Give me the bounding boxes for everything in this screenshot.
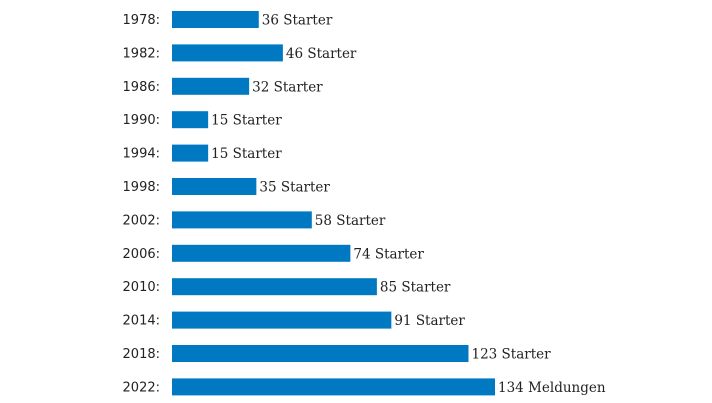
bar [172, 211, 312, 229]
bar [172, 378, 495, 396]
data-label: 36 Starter [262, 13, 333, 29]
bar [172, 345, 469, 362]
data-label: 15 Starter [211, 113, 282, 129]
data-label: 32 Starter [252, 79, 323, 95]
bar [172, 44, 283, 62]
bar [172, 11, 259, 28]
data-label: 134 Meldungen [498, 380, 606, 396]
data-label: 91 Starter [394, 313, 465, 329]
bar [172, 144, 209, 162]
category-label: 1982: [123, 46, 160, 61]
bar [172, 178, 257, 195]
data-label: 46 Starter [286, 46, 357, 62]
category-label: 2002: [123, 213, 160, 228]
category-label: 2006: [123, 247, 160, 262]
bar [172, 278, 377, 296]
bar [172, 77, 250, 95]
data-label: 35 Starter [259, 180, 330, 196]
bar [172, 311, 392, 329]
data-label: 74 Starter [353, 246, 424, 262]
data-label: 58 Starter [315, 213, 386, 229]
category-label: 2022: [123, 380, 160, 395]
category-label: 2010: [123, 280, 160, 295]
data-label: 15 Starter [211, 146, 282, 162]
category-label: 1978: [123, 13, 160, 28]
bar [172, 111, 209, 129]
category-label: 1998: [123, 180, 160, 195]
data-label: 123 Starter [471, 347, 551, 363]
category-label: 2014: [123, 314, 160, 329]
category-label: 2018: [123, 347, 160, 362]
category-label: 1990: [123, 113, 160, 128]
data-label: 85 Starter [380, 280, 451, 296]
category-label: 1986: [123, 80, 160, 95]
bar [172, 244, 351, 262]
category-label: 1994: [123, 147, 160, 162]
